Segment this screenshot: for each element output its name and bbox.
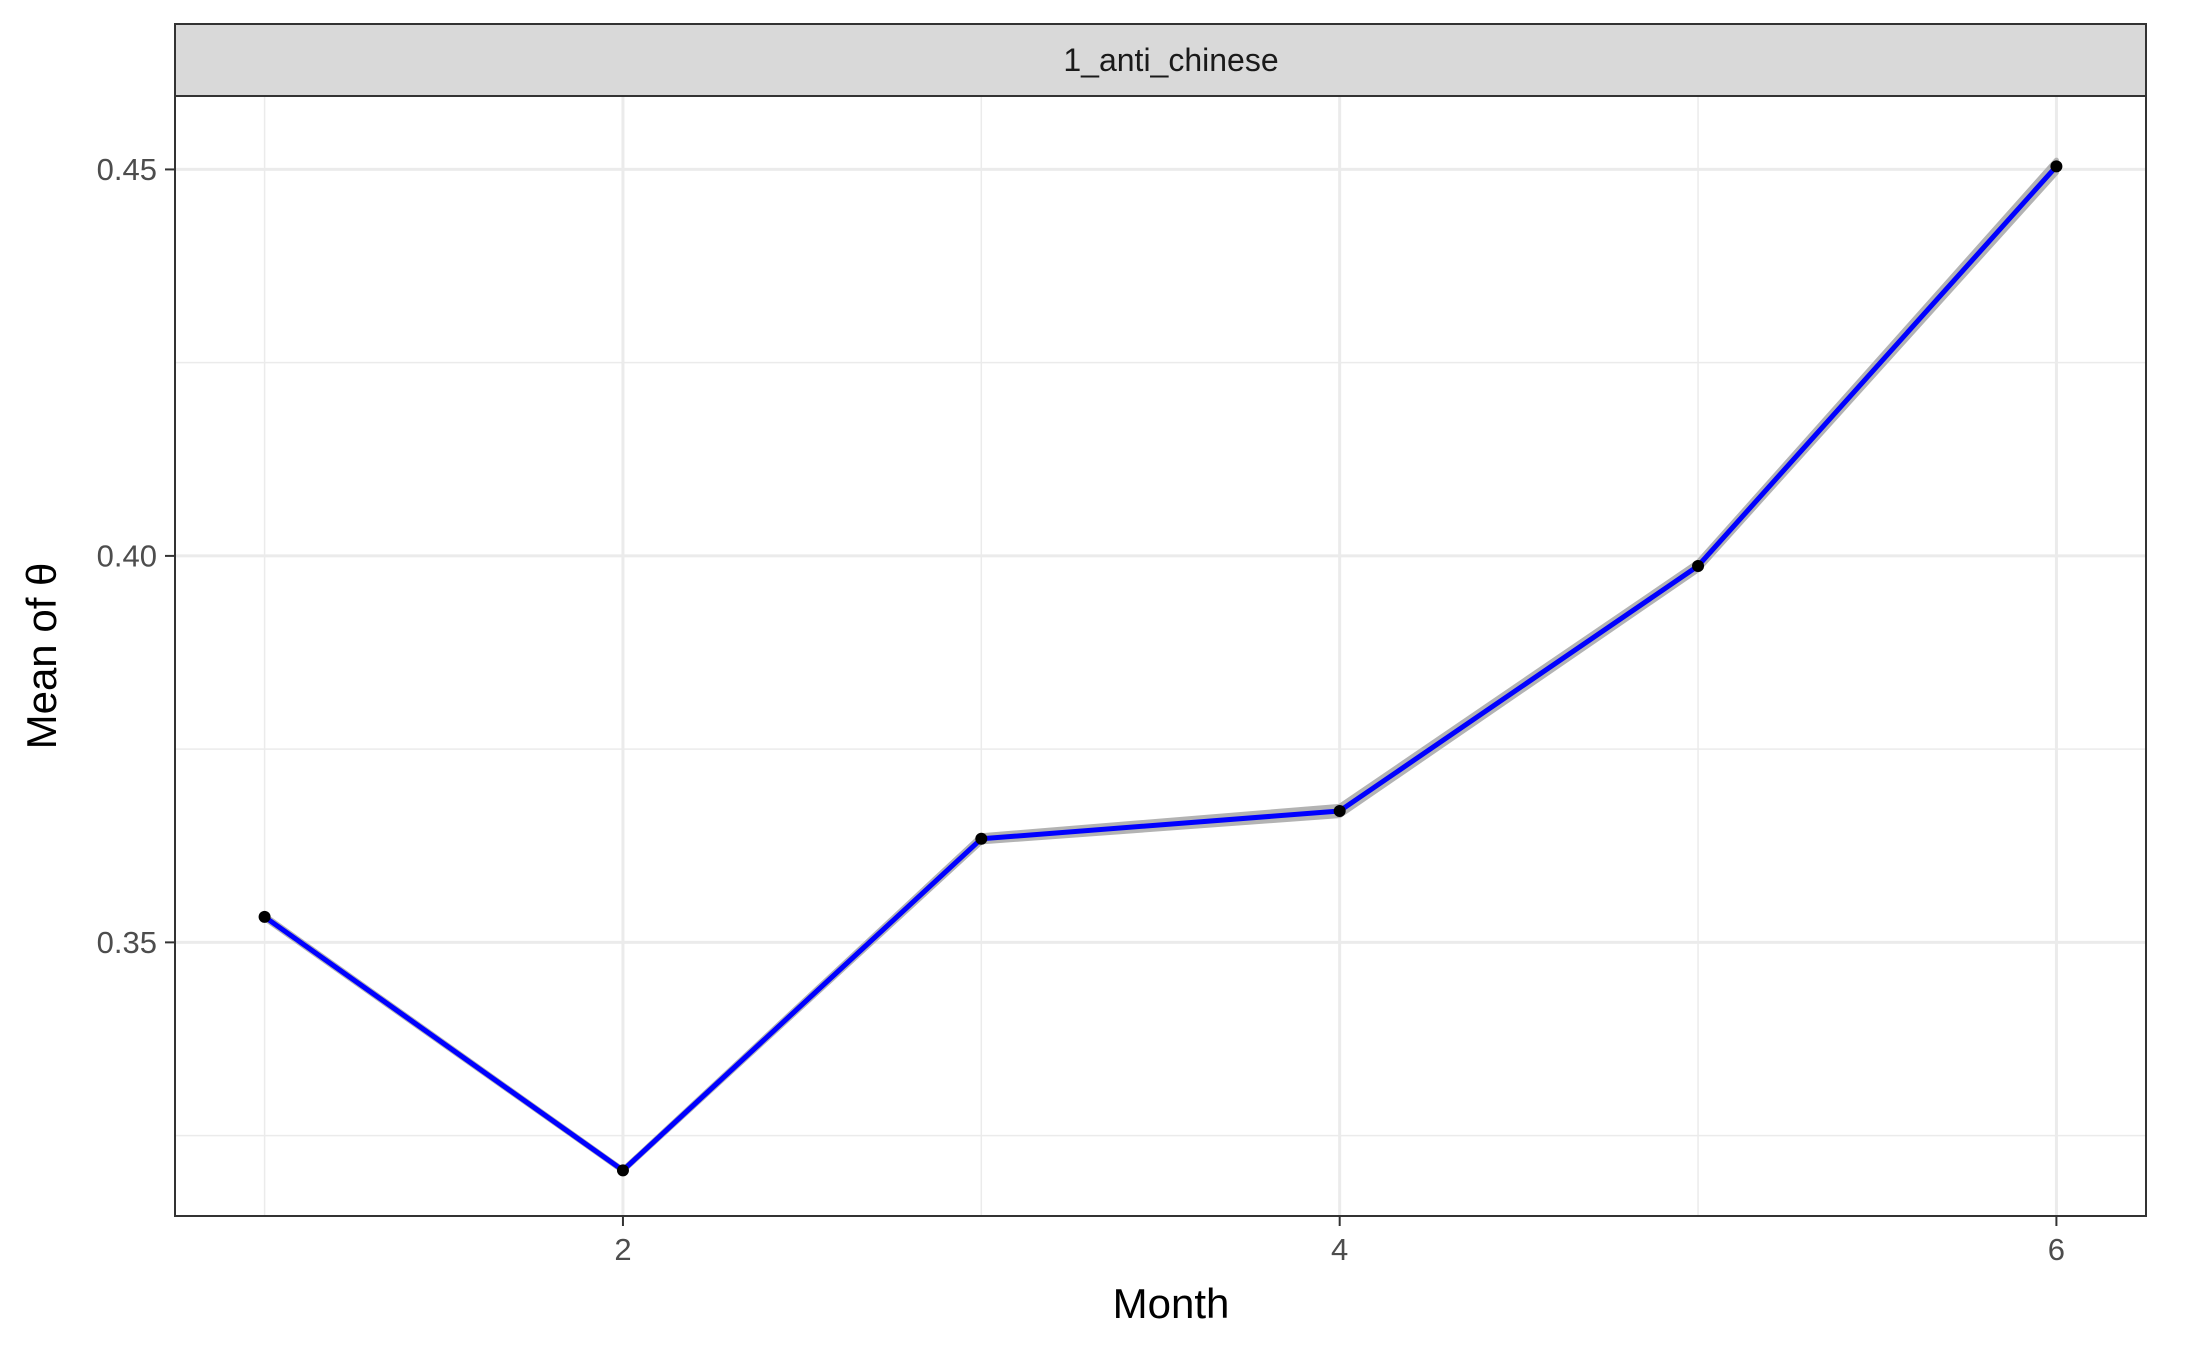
y-axis: 0.35 0.40 0.45 — [97, 152, 175, 960]
x-tick-label: 2 — [614, 1232, 631, 1267]
data-point — [1333, 804, 1346, 817]
y-tick-label: 0.40 — [97, 538, 157, 573]
y-axis-title: Mean of θ — [18, 563, 65, 750]
x-axis: 2 4 6 — [614, 1216, 2065, 1267]
grid-lines — [175, 96, 2146, 1216]
facet-strip — [174, 23, 2147, 97]
data-point — [2050, 160, 2063, 173]
x-axis-title: Month — [1113, 1280, 1230, 1327]
data-points-layer — [258, 160, 2063, 1177]
series-line — [262, 163, 2059, 1173]
x-tick-label: 4 — [1331, 1232, 1348, 1267]
data-point — [616, 1164, 629, 1177]
data-point — [1692, 559, 1705, 572]
series-line-layer — [262, 163, 2059, 1173]
y-tick-label: 0.45 — [97, 152, 157, 187]
x-tick-label: 6 — [2048, 1232, 2065, 1267]
data-point — [258, 910, 271, 923]
data-point — [975, 832, 988, 845]
y-tick-label: 0.35 — [97, 925, 157, 960]
plot-panel — [175, 96, 2146, 1216]
panel-border — [174, 95, 2147, 1217]
facet-strip-label: 1_anti_chinese — [1063, 42, 1278, 78]
